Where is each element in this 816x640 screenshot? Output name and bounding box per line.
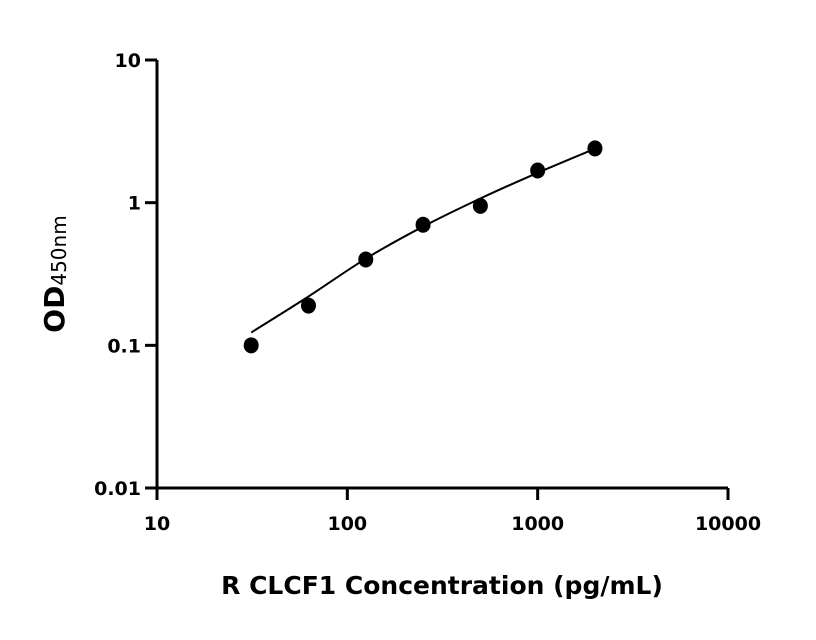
data-points — [243, 140, 603, 354]
data-point — [358, 251, 374, 268]
y-axis-label: OD450nm — [38, 215, 71, 332]
x-tick-label: 10 — [144, 513, 170, 535]
data-point — [300, 297, 316, 314]
data-point — [243, 337, 259, 354]
data-point — [587, 140, 603, 157]
x-axis-label: R CLCF1 Concentration (pg/mL) — [221, 571, 663, 600]
tick-labels: 10 100 1000 10000 0.01 0.1 1 10 — [94, 50, 761, 535]
y-tick-label: 1 — [128, 193, 141, 215]
y-axis-label-sub: 450nm — [47, 215, 71, 285]
x-tick-label: 1000 — [511, 513, 564, 535]
y-tick-label: 10 — [115, 50, 141, 72]
axes — [145, 58, 730, 500]
x-tick-label: 100 — [327, 513, 367, 535]
data-point — [472, 197, 488, 214]
data-point — [530, 162, 546, 179]
data-point — [415, 216, 431, 233]
y-tick-label: 0.1 — [107, 335, 141, 357]
y-tick-label: 0.01 — [94, 478, 141, 500]
x-tick-label: 10000 — [695, 513, 761, 535]
y-axis-label-main: OD — [38, 286, 71, 333]
